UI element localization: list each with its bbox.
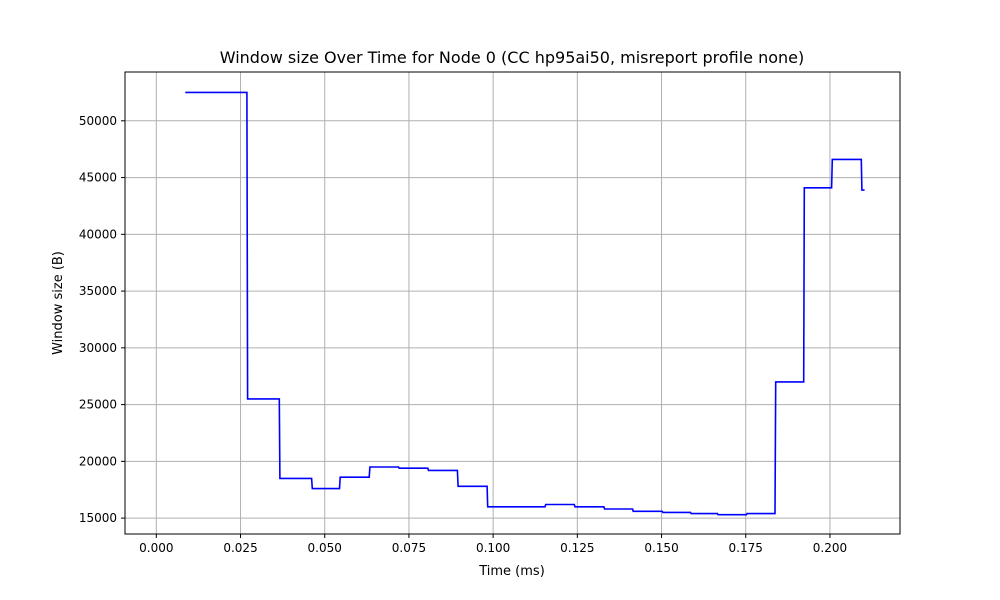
y-tick-label: 30000 <box>79 341 117 355</box>
y-axis-ticks: 15000 20000 25000 30000 35000 40000 45000 50000 <box>79 114 125 525</box>
y-tick-label: 40000 <box>79 227 117 241</box>
y-axis-label: Window size (B) <box>51 251 66 355</box>
x-axis-ticks: 0.000 0.025 0.050 0.075 0.100 0.125 0.150 0.175… <box>139 534 847 555</box>
y-tick-label: 45000 <box>79 171 117 185</box>
y-tick-label: 35000 <box>79 284 117 298</box>
y-tick-label: 15000 <box>79 511 117 525</box>
plot-area-frame <box>124 71 901 535</box>
x-axis-label: Time (ms) <box>478 564 545 579</box>
x-tick-label: 0.150 <box>644 541 678 555</box>
chart-title: Window size Over Time for Node 0 (CC hp9… <box>220 48 805 67</box>
x-tick-label: 0.050 <box>308 541 342 555</box>
x-tick-label: 0.000 <box>139 541 173 555</box>
grid <box>125 72 900 534</box>
y-tick-label: 20000 <box>79 454 117 468</box>
y-tick-label: 25000 <box>79 398 117 412</box>
x-tick-label: 0.025 <box>223 541 257 555</box>
y-tick-label: 50000 <box>79 114 117 128</box>
x-tick-label: 0.100 <box>476 541 510 555</box>
x-tick-label: 0.075 <box>392 541 426 555</box>
series-layer <box>185 91 865 516</box>
x-tick-label: 0.175 <box>729 541 763 555</box>
x-tick-label: 0.125 <box>560 541 594 555</box>
series-line-0 <box>185 91 865 516</box>
x-tick-label: 0.200 <box>813 541 847 555</box>
